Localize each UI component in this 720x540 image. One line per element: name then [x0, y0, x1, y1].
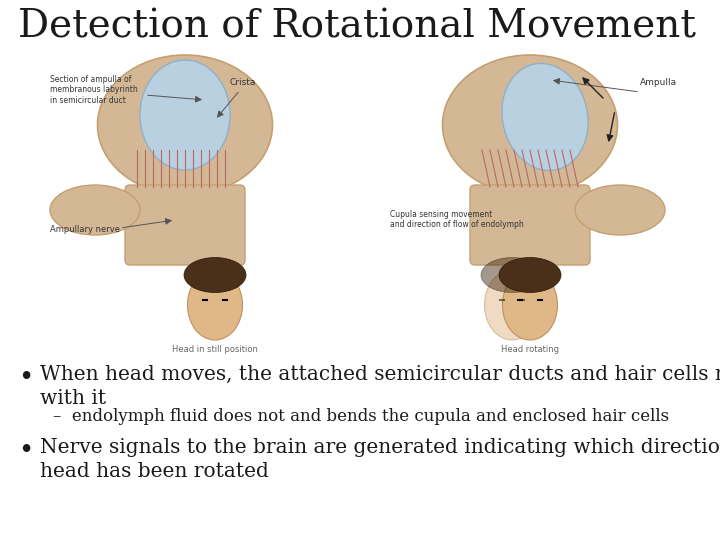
Text: When head moves, the attached semicircular ducts and hair cells move
with it: When head moves, the attached semicircul… — [40, 365, 720, 408]
Text: Ampullary nerve: Ampullary nerve — [50, 225, 120, 234]
Text: Detection of Rotational Movement: Detection of Rotational Movement — [18, 8, 696, 45]
Ellipse shape — [97, 55, 272, 195]
Ellipse shape — [50, 185, 140, 235]
FancyBboxPatch shape — [470, 185, 590, 265]
Ellipse shape — [485, 270, 539, 340]
Text: •: • — [18, 365, 33, 391]
Ellipse shape — [502, 63, 588, 171]
Text: Ampulla: Ampulla — [640, 78, 677, 87]
Ellipse shape — [443, 55, 618, 195]
Ellipse shape — [499, 258, 561, 293]
Ellipse shape — [184, 258, 246, 293]
Text: –  endolymph fluid does not and bends the cupula and enclosed hair cells: – endolymph fluid does not and bends the… — [53, 408, 669, 425]
Ellipse shape — [481, 258, 543, 293]
Ellipse shape — [575, 185, 665, 235]
Text: Cupula sensing movement
and direction of flow of endolymph: Cupula sensing movement and direction of… — [390, 210, 523, 230]
Text: Section of ampulla of
membranous labyrinth
in semicircular duct: Section of ampulla of membranous labyrin… — [50, 75, 138, 105]
Text: Head rotating: Head rotating — [501, 345, 559, 354]
Text: •: • — [18, 438, 33, 464]
Text: Nerve signals to the brain are generated indicating which direction the
head has: Nerve signals to the brain are generated… — [40, 438, 720, 481]
Ellipse shape — [140, 60, 230, 170]
Ellipse shape — [187, 270, 243, 340]
Ellipse shape — [503, 270, 557, 340]
Text: Head in still position: Head in still position — [172, 345, 258, 354]
FancyBboxPatch shape — [125, 185, 245, 265]
Text: Crista: Crista — [230, 78, 256, 87]
